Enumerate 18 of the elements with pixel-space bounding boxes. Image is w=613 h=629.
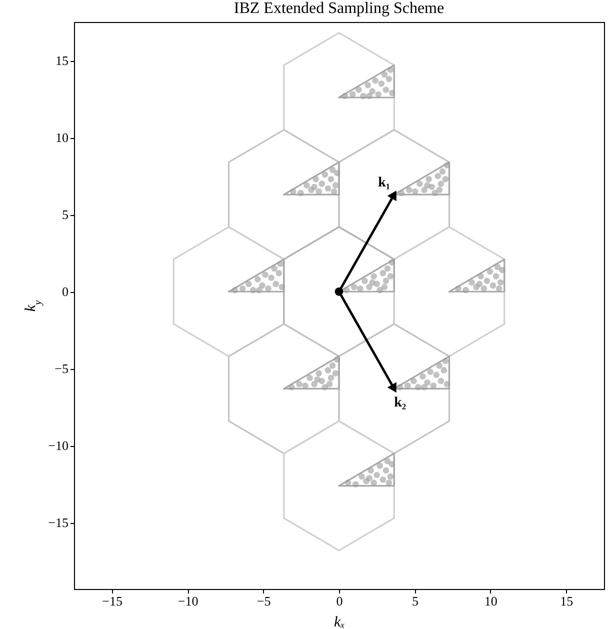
y-tick-label: 15 bbox=[56, 53, 68, 68]
y-tick-label: −5 bbox=[54, 361, 68, 376]
x-axis-title: kₓ bbox=[334, 614, 345, 629]
x-tick-label: 15 bbox=[560, 594, 574, 608]
y-tick-label: −10 bbox=[48, 438, 68, 454]
x-tick-label: −10 bbox=[178, 594, 198, 608]
chart-title: IBZ Extended Sampling Scheme bbox=[234, 0, 444, 17]
x-tick-label: 5 bbox=[412, 594, 418, 608]
annotation: k₁ bbox=[378, 176, 390, 191]
x-tick-label: −5 bbox=[256, 594, 271, 608]
x-tick-label: 0 bbox=[336, 594, 343, 608]
y-tick-label: −15 bbox=[48, 515, 68, 530]
y-tick-label: 5 bbox=[62, 207, 68, 222]
x-tick-label: −15 bbox=[102, 594, 123, 608]
annotation: k₂ bbox=[394, 396, 406, 411]
y-tick-label: 10 bbox=[56, 130, 68, 146]
x-tick-label: 10 bbox=[484, 594, 498, 608]
y-tick-label: 0 bbox=[62, 284, 68, 300]
